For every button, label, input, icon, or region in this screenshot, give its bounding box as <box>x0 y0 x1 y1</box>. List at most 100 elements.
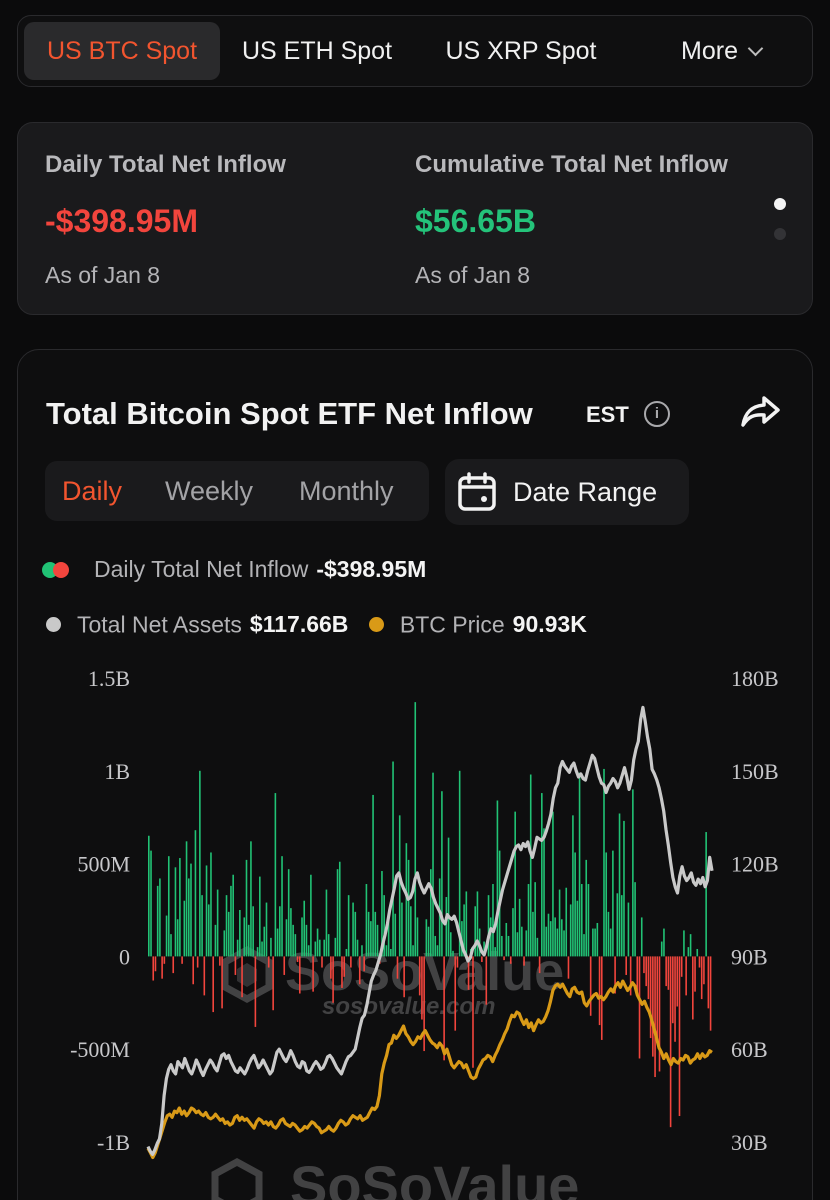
chevron-down-icon <box>747 40 764 57</box>
inflow-bar <box>534 882 536 957</box>
inflow-bar <box>627 902 630 957</box>
inflow-bar <box>485 956 488 1005</box>
inflow-bar <box>283 956 286 975</box>
inflow-bar <box>401 902 403 957</box>
inflow-bar <box>214 924 217 957</box>
inflow-bar <box>376 924 379 957</box>
inflow-bar <box>225 895 228 957</box>
more-dropdown[interactable]: More <box>646 22 796 80</box>
watermark-url: sosovalue.com <box>322 993 495 1020</box>
inflow-bar <box>325 889 328 957</box>
inflow-bar <box>656 956 659 1044</box>
timezone-label: EST <box>586 402 629 427</box>
inflow-bar <box>301 917 303 957</box>
inflow-bar <box>514 811 516 957</box>
inflow-bar <box>212 956 214 1013</box>
inflow-bar <box>152 956 155 981</box>
date-range-button[interactable]: Date Range <box>445 459 689 525</box>
legend-assets-value: $117.66B <box>249 611 349 637</box>
right-tick-label: 150B <box>731 759 779 784</box>
inflow-bar <box>518 898 521 957</box>
inflow-bar <box>474 906 477 957</box>
more-label: More <box>681 37 738 65</box>
inflow-bar <box>210 852 212 957</box>
inflow-bar <box>509 956 512 964</box>
inflow-bar <box>676 956 679 1007</box>
inflow-bar <box>576 900 579 957</box>
inflow-bar <box>596 922 599 957</box>
left-tick-label: 0 <box>119 944 130 969</box>
inflow-bar <box>629 956 632 996</box>
inflow-bar <box>336 869 339 957</box>
inflow-bar <box>692 956 694 1020</box>
inflow-bar <box>274 793 277 957</box>
inflow-bar <box>165 915 168 957</box>
inflow-bar <box>660 941 663 957</box>
inflow-bar <box>183 900 186 957</box>
tab-us-eth-spot[interactable]: US ETH Spot <box>241 37 393 65</box>
inflow-bar <box>405 843 408 957</box>
inflow-bar <box>649 956 652 1039</box>
inflow-bar <box>296 956 299 962</box>
left-tick-label: 1.5B <box>88 666 130 691</box>
inflow-bar <box>163 956 166 964</box>
inflow-bar <box>190 863 192 957</box>
legend-price[interactable]: BTC Price 90.93K <box>368 611 587 637</box>
inflow-bar <box>567 956 570 979</box>
inflow-bar <box>441 791 443 957</box>
inflow-bar <box>201 895 203 957</box>
inflow-bar <box>338 861 341 957</box>
inflow-bar <box>669 956 672 1128</box>
legend-price-value: 90.93K <box>512 611 587 637</box>
period-monthly[interactable]: Monthly <box>299 476 394 506</box>
summary-card[interactable]: Daily Total Net Inflow -$398.95M As of J… <box>17 122 813 315</box>
inflow-bar <box>483 941 485 957</box>
inflow-bar <box>292 924 294 957</box>
inflow-bar <box>487 895 490 957</box>
tab-us-btc-spot[interactable]: US BTC Spot <box>24 22 220 80</box>
inflow-bar <box>587 884 590 957</box>
pager-dot-active[interactable] <box>774 198 786 210</box>
legend-inflow[interactable]: Daily Total Net Inflow -$398.95M <box>42 556 426 586</box>
inflow-bar <box>254 956 257 1027</box>
info-icon[interactable]: i <box>644 401 670 427</box>
period-weekly[interactable]: Weekly <box>165 476 254 506</box>
inflow-bar <box>614 956 616 994</box>
inflow-bar <box>230 885 232 957</box>
inflow-bar <box>501 935 503 957</box>
inflow-bar <box>585 859 588 957</box>
inflow-bar <box>412 945 414 957</box>
inflow-bar <box>279 906 281 957</box>
inflow-bar <box>678 956 681 1117</box>
daily-net-inflow-date: As of Jan 8 <box>45 262 161 288</box>
inflow-bar <box>223 930 226 957</box>
inflow-bar <box>507 935 510 957</box>
inflow-bar <box>476 891 479 957</box>
inflow-bar <box>330 956 332 979</box>
period-daily[interactable]: Daily <box>62 476 123 506</box>
inflow-bar <box>452 950 454 957</box>
tab-us-xrp-spot[interactable]: US XRP Spot <box>445 37 597 65</box>
cumulative-net-inflow-label: Cumulative Total Net Inflow <box>415 151 728 178</box>
inflow-bar <box>443 956 445 1061</box>
legend-assets[interactable]: Total Net Assets $117.66B <box>46 611 348 637</box>
inflow-bar <box>494 947 496 957</box>
inflow-bar <box>287 869 290 957</box>
inflow-bar <box>605 852 608 957</box>
inflow-bar <box>356 939 359 957</box>
inflow-bar <box>232 874 234 957</box>
inflow-bar <box>618 813 621 957</box>
inflow-bar <box>361 945 363 957</box>
inflow-bar <box>236 939 239 957</box>
inflow-bar <box>370 921 372 957</box>
share-icon[interactable] <box>740 394 782 430</box>
inflow-bar <box>563 930 565 957</box>
inflow-bar <box>432 772 434 957</box>
price-legend-swatch <box>368 617 384 632</box>
inflow-bar <box>574 852 576 957</box>
inflow-bar <box>418 956 421 996</box>
inflow-bar <box>447 837 450 957</box>
pager-dot-inactive[interactable] <box>774 228 786 240</box>
inflow-bar <box>374 911 377 957</box>
inflow-bar <box>192 956 195 985</box>
